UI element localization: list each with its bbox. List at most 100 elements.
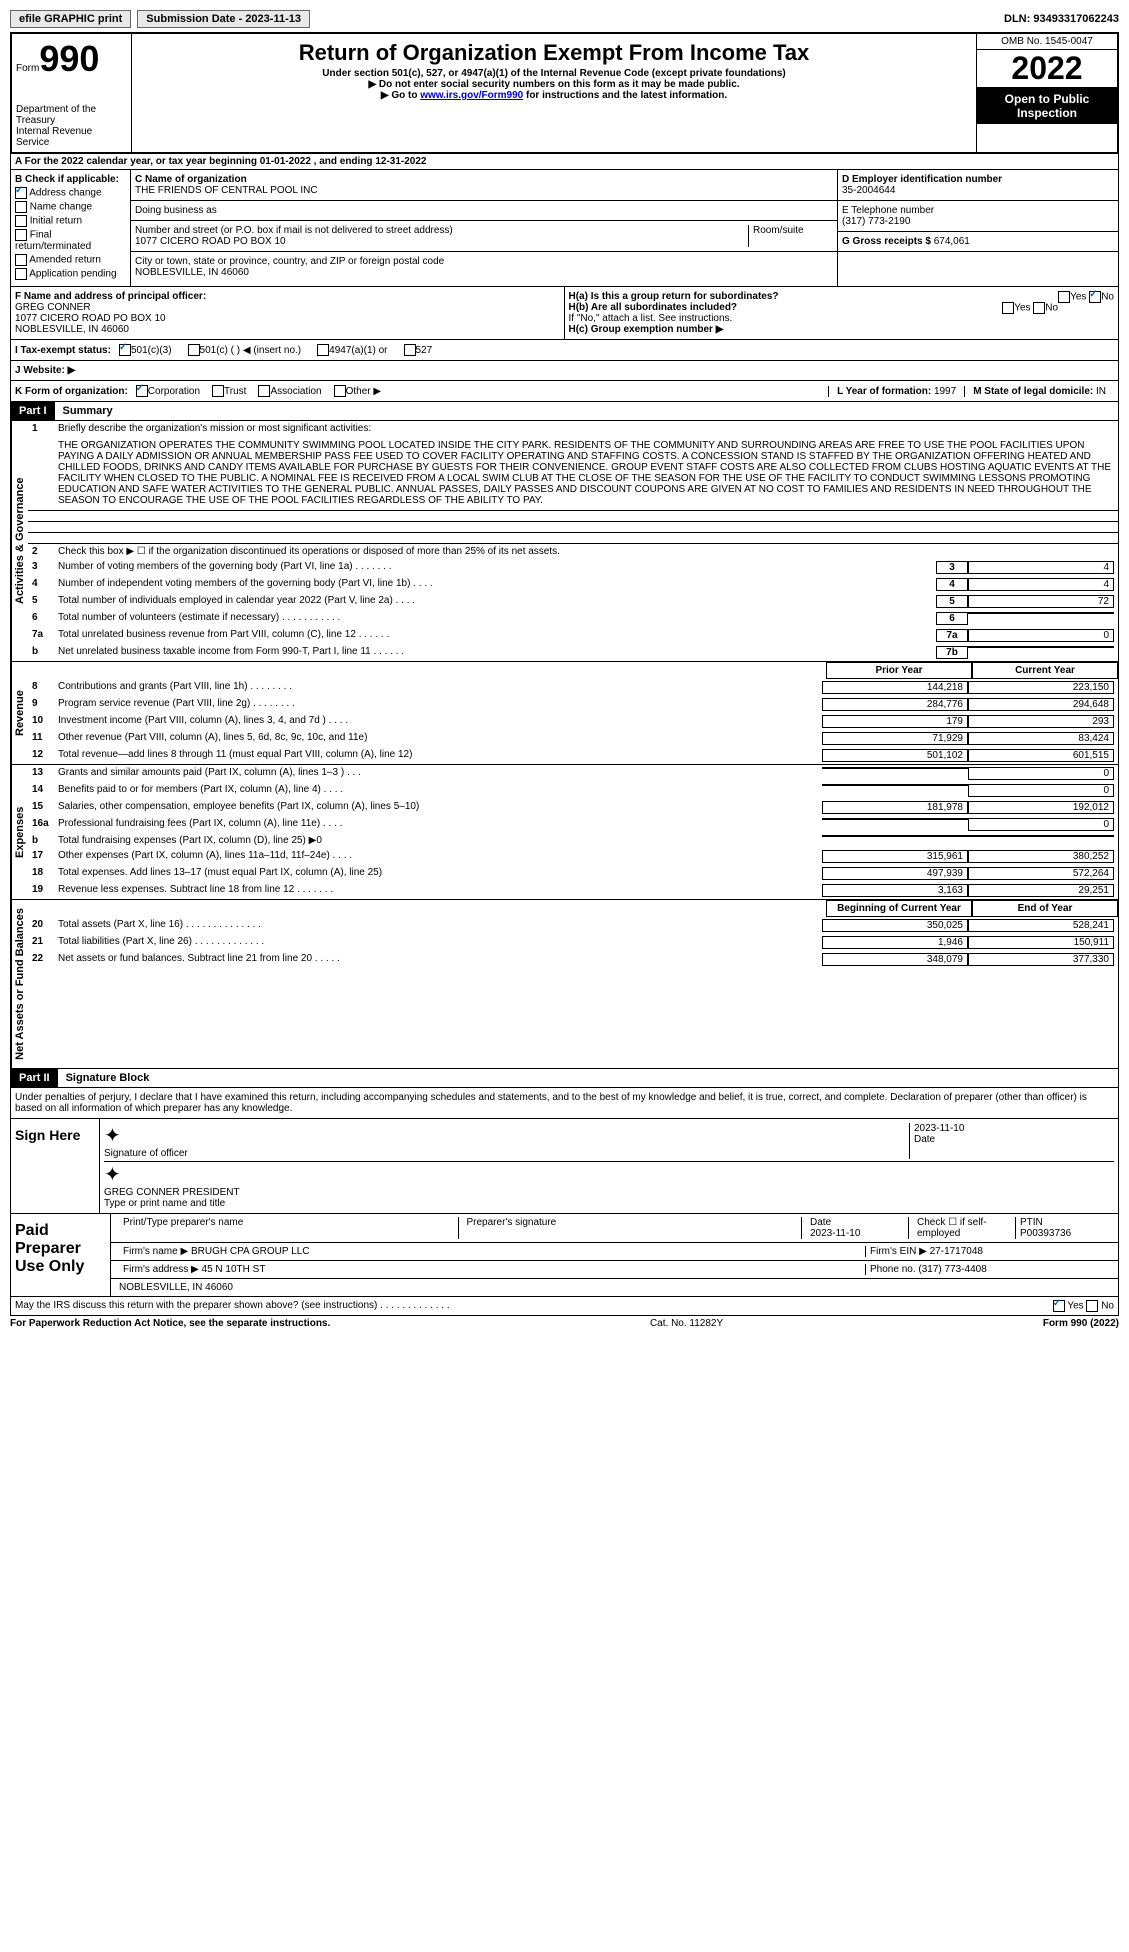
l-label: L Year of formation:	[837, 386, 931, 397]
prior-year-header: Prior Year	[826, 662, 972, 679]
data-line: 20Total assets (Part X, line 16) . . . .…	[28, 917, 1118, 934]
prep-check-label: Check ☐ if self-employed	[909, 1217, 1016, 1239]
dln-label: DLN: 93493317062243	[1004, 13, 1119, 25]
chk-trust[interactable]	[212, 385, 224, 397]
omb-number: OMB No. 1545-0047	[977, 34, 1117, 50]
expenses-block: Expenses 13Grants and similar amounts pa…	[10, 765, 1119, 900]
line2-text: Check this box ▶ ☐ if the organization d…	[58, 546, 1114, 557]
room-label: Room/suite	[748, 225, 833, 247]
submission-date-button[interactable]: Submission Date - 2023-11-13	[137, 10, 310, 28]
paid-preparer-label: Paid Preparer Use Only	[11, 1214, 111, 1296]
net-assets-block: Net Assets or Fund Balances Beginning of…	[10, 900, 1119, 1069]
firm-ein: 27-1717048	[930, 1246, 983, 1257]
gov-line: 3Number of voting members of the governi…	[28, 559, 1118, 576]
chk-association[interactable]	[258, 385, 270, 397]
data-line: 19Revenue less expenses. Subtract line 1…	[28, 882, 1118, 899]
row-j: J Website: ▶	[10, 361, 1119, 381]
footer-mid: Cat. No. 11282Y	[650, 1318, 723, 1329]
discuss-row: May the IRS discuss this return with the…	[10, 1297, 1119, 1316]
subtitle-3-pre: ▶ Go to	[381, 90, 420, 101]
data-line: 16aProfessional fundraising fees (Part I…	[28, 816, 1118, 833]
firm-addr2: NOBLESVILLE, IN 46060	[115, 1282, 1114, 1293]
signature-block: Under penalties of perjury, I declare th…	[10, 1088, 1119, 1214]
preparer-block: Paid Preparer Use Only Print/Type prepar…	[10, 1214, 1119, 1297]
chk-final-return[interactable]: Final return/terminated	[15, 229, 126, 252]
section-fh: F Name and address of principal officer:…	[10, 287, 1119, 340]
governance-block: Activities & Governance 1Briefly describ…	[10, 421, 1119, 662]
page-footer: For Paperwork Reduction Act Notice, see …	[10, 1316, 1119, 1331]
data-line: bTotal fundraising expenses (Part IX, co…	[28, 833, 1118, 848]
penalty-text: Under penalties of perjury, I declare th…	[11, 1088, 1118, 1118]
efile-button[interactable]: efile GRAPHIC print	[10, 10, 131, 28]
footer-right: Form 990 (2022)	[1043, 1318, 1119, 1329]
part-1-header: Part I	[11, 402, 55, 420]
chk-501c[interactable]	[188, 344, 200, 356]
hb-no-check[interactable]	[1033, 302, 1045, 314]
vert-revenue: Revenue	[11, 662, 28, 764]
line1-label: Briefly describe the organization's miss…	[58, 423, 1114, 434]
f-label: F Name and address of principal officer:	[15, 291, 560, 302]
row-k: K Form of organization: Corporation Trus…	[10, 381, 1119, 402]
chk-501c3[interactable]	[119, 344, 131, 356]
chk-address-change[interactable]: Address change	[15, 187, 126, 199]
officer-addr1: 1077 CICERO ROAD PO BOX 10	[15, 313, 560, 324]
part-1-title: Summary	[55, 405, 113, 417]
gov-line: 5Total number of individuals employed in…	[28, 593, 1118, 610]
chk-4947[interactable]	[317, 344, 329, 356]
data-line: 12Total revenue—add lines 8 through 11 (…	[28, 747, 1118, 764]
gov-line: 6Total number of volunteers (estimate if…	[28, 610, 1118, 627]
data-line: 13Grants and similar amounts paid (Part …	[28, 765, 1118, 782]
ptin-value: P00393736	[1020, 1228, 1071, 1239]
chk-name-change[interactable]: Name change	[15, 201, 126, 213]
m-value: IN	[1096, 386, 1106, 397]
chk-amended-return[interactable]: Amended return	[15, 254, 126, 266]
gov-line: 7aTotal unrelated business revenue from …	[28, 627, 1118, 644]
chk-other[interactable]	[334, 385, 346, 397]
ha-yes-check[interactable]	[1058, 291, 1070, 303]
j-label: J Website: ▶	[15, 365, 75, 376]
gross-receipts-value: 674,061	[934, 236, 970, 247]
addr-label: Number and street (or P.O. box if mail i…	[135, 225, 748, 236]
vert-expenses: Expenses	[11, 765, 28, 899]
subtitle-2: ▶ Do not enter social security numbers o…	[136, 79, 972, 90]
hc-label: H(c) Group exemption number ▶	[569, 324, 1115, 335]
form-title: Return of Organization Exempt From Incom…	[136, 40, 972, 66]
chk-initial-return[interactable]: Initial return	[15, 215, 126, 227]
irs-label: Internal Revenue Service	[16, 126, 127, 148]
begin-year-header: Beginning of Current Year	[826, 900, 972, 917]
firm-addr1: 45 N 10TH ST	[202, 1264, 266, 1275]
ha-label: H(a) Is this a group return for subordin…	[569, 291, 779, 302]
data-line: 22Net assets or fund balances. Subtract …	[28, 951, 1118, 968]
i-label: I Tax-exempt status:	[15, 345, 111, 356]
officer-addr2: NOBLESVILLE, IN 46060	[15, 324, 560, 335]
subtitle-3-post: for instructions and the latest informat…	[523, 90, 727, 101]
subtitle-1: Under section 501(c), 527, or 4947(a)(1)…	[136, 68, 972, 79]
form-header: Form990 Department of the Treasury Inter…	[10, 32, 1119, 154]
e-label: E Telephone number	[842, 205, 1114, 216]
chk-application-pending[interactable]: Application pending	[15, 268, 126, 280]
discuss-no-check[interactable]	[1086, 1300, 1098, 1312]
hb-yes-check[interactable]	[1002, 302, 1014, 314]
inspection-label: Open to Public Inspection	[977, 88, 1117, 124]
ptin-label: PTIN	[1020, 1217, 1043, 1228]
hb-note: If "No," attach a list. See instructions…	[569, 313, 1115, 324]
data-line: 14Benefits paid to or for members (Part …	[28, 782, 1118, 799]
dept-label: Department of the Treasury	[16, 104, 127, 126]
prep-name-label: Print/Type preparer's name	[115, 1217, 459, 1239]
data-line: 18Total expenses. Add lines 13–17 (must …	[28, 865, 1118, 882]
irs-link[interactable]: www.irs.gov/Form990	[420, 90, 523, 101]
phone-value: (317) 773-2190	[842, 216, 1114, 227]
firm-name-label: Firm's name ▶	[123, 1246, 188, 1257]
data-line: 8Contributions and grants (Part VIII, li…	[28, 679, 1118, 696]
prep-date-label: Date	[810, 1217, 831, 1228]
officer-print-name: GREG CONNER PRESIDENT	[104, 1187, 1114, 1198]
discuss-yes-check[interactable]	[1053, 1300, 1065, 1312]
chk-corporation[interactable]	[136, 385, 148, 397]
org-name: THE FRIENDS OF CENTRAL POOL INC	[135, 185, 833, 196]
mission-text: THE ORGANIZATION OPERATES THE COMMUNITY …	[28, 436, 1118, 510]
g-label: G Gross receipts $	[842, 236, 931, 247]
chk-527[interactable]	[404, 344, 416, 356]
prep-date: 2023-11-10	[810, 1228, 860, 1239]
ha-no-check[interactable]	[1089, 291, 1101, 303]
firm-addr-label: Firm's address ▶	[123, 1264, 199, 1275]
